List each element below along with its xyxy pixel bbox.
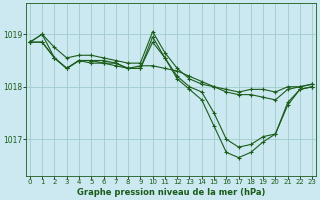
X-axis label: Graphe pression niveau de la mer (hPa): Graphe pression niveau de la mer (hPa) [77,188,265,197]
